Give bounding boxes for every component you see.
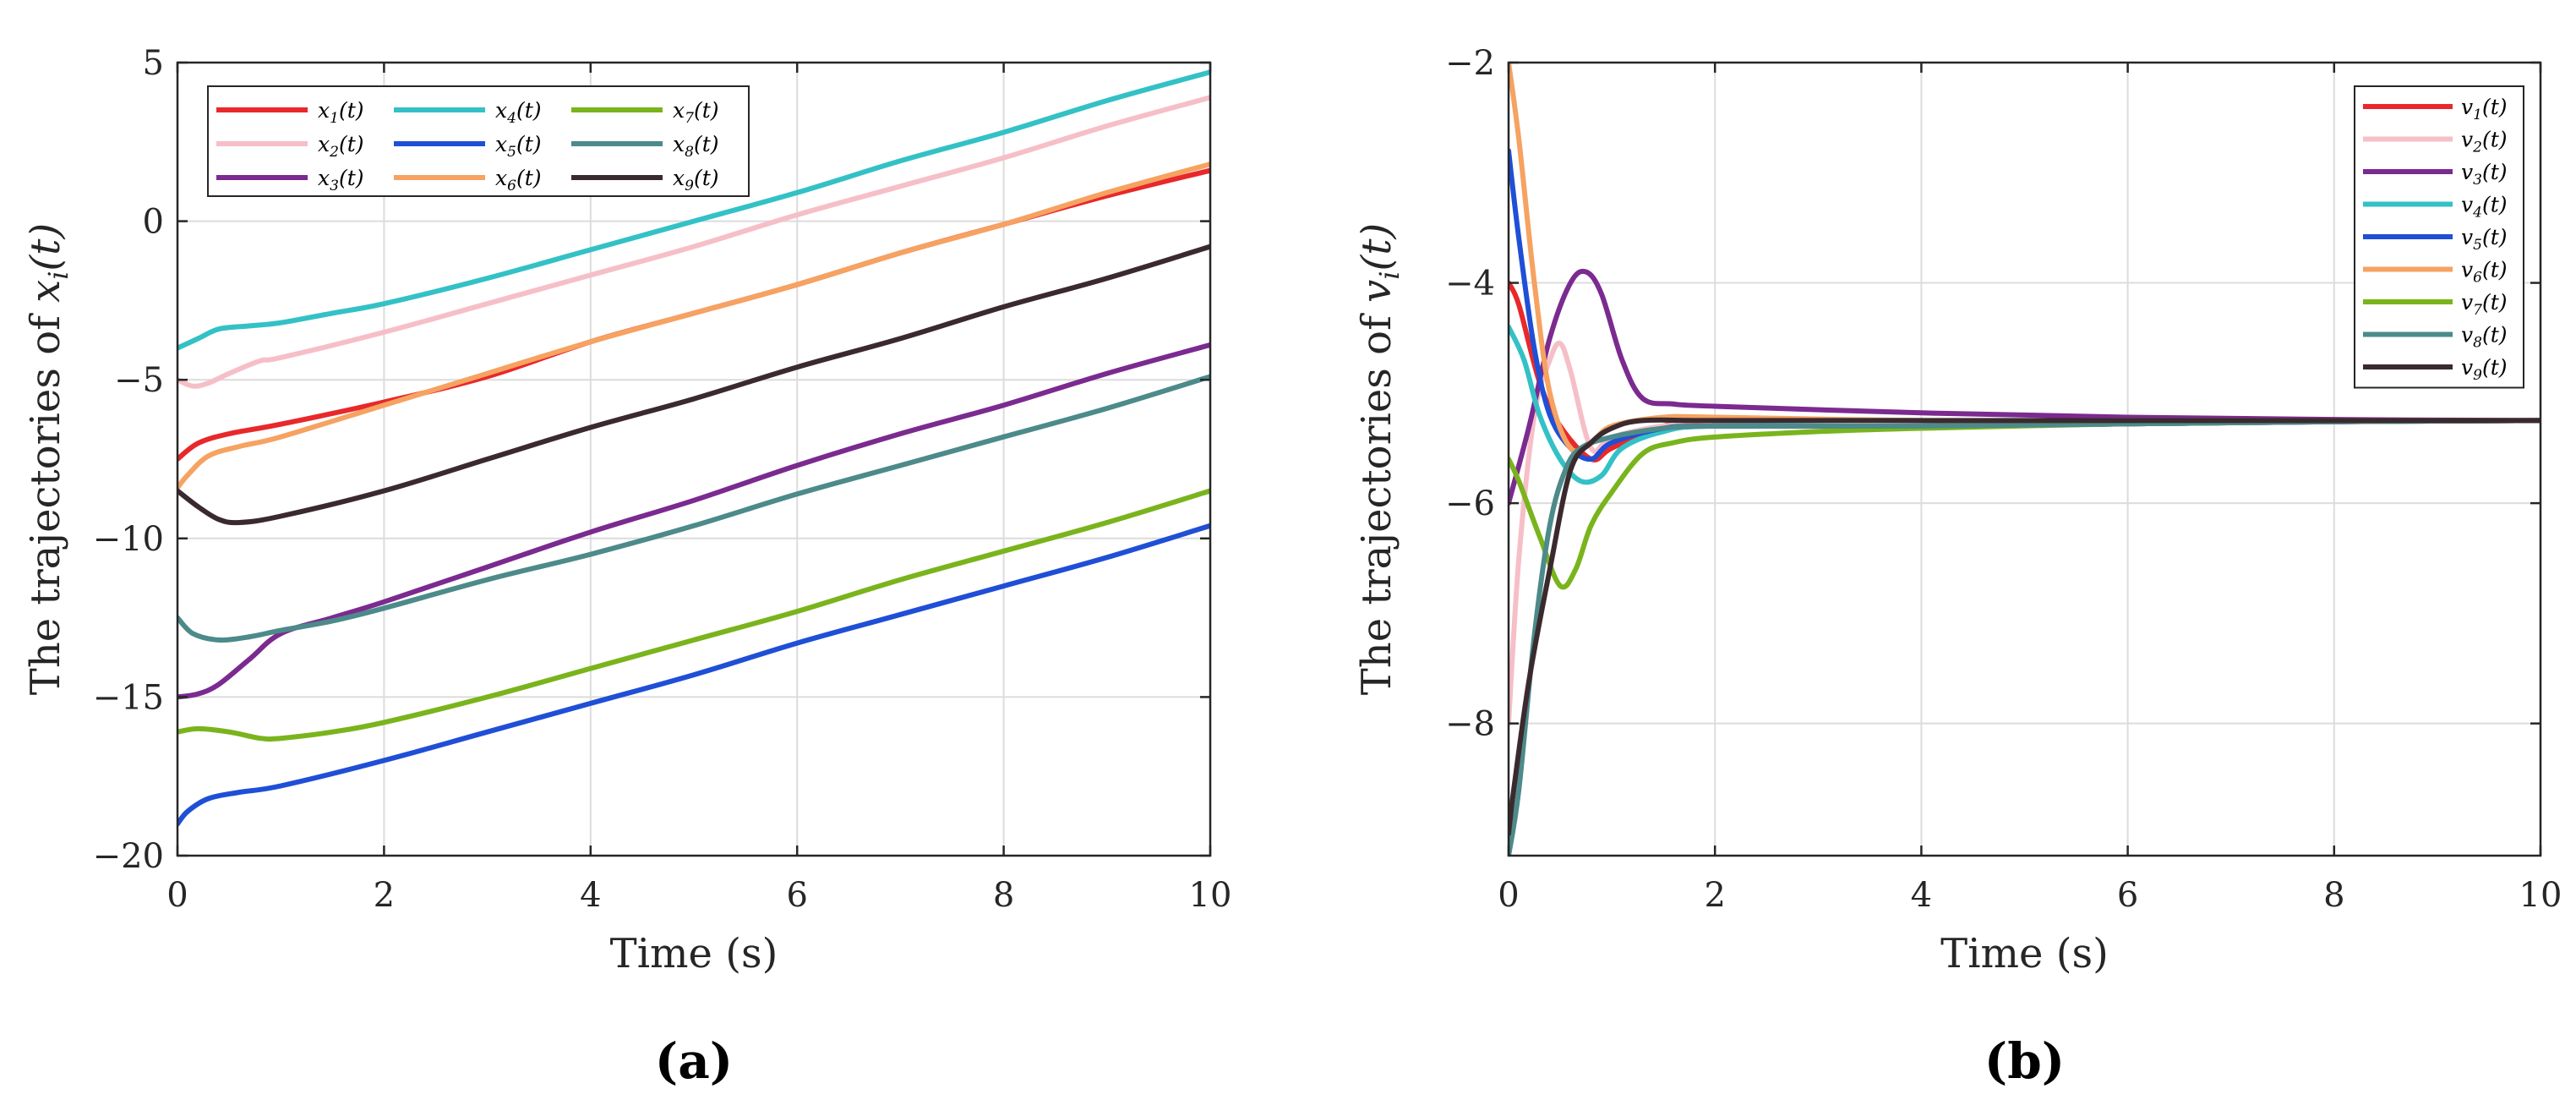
x-tick-label: 0	[166, 876, 188, 915]
x-axis-label: Time (s)	[1940, 930, 2109, 977]
legend-label-x4: x4(t)	[495, 98, 542, 127]
x-tick-label: 2	[1704, 876, 1725, 915]
legend-label-v6: v6(t)	[2461, 258, 2508, 287]
series-line-x4	[177, 69, 1210, 351]
series-line-x6	[177, 161, 1210, 490]
y-axis-label: The trajectories of xi(t)	[22, 223, 74, 695]
legend-label-x6: x6(t)	[495, 166, 542, 194]
legend-label-v3: v3(t)	[2461, 160, 2508, 189]
y-tick-label: −5	[114, 361, 164, 400]
x-tick-label: 8	[2323, 876, 2344, 915]
x-tick-label: 4	[1911, 876, 1932, 915]
series-group	[1509, 63, 2541, 856]
x-tick-label: 8	[993, 876, 1014, 915]
legend-label-x8: x8(t)	[673, 132, 719, 161]
legend-label-x1: x1(t)	[318, 98, 364, 127]
legend-label-v2: v2(t)	[2461, 128, 2508, 156]
y-axis-label-arg: (t)	[22, 223, 69, 271]
axes-frame	[176, 61, 1212, 857]
y-axis-label-sub: i	[1373, 271, 1405, 280]
x-tick-label: 2	[374, 876, 395, 915]
y-tick-label: 5	[143, 44, 164, 83]
legend-label-v4: v4(t)	[2461, 193, 2508, 222]
legend-label-x3: x3(t)	[318, 166, 364, 194]
series-line-x3	[177, 342, 1210, 700]
series-group	[177, 69, 1210, 827]
y-axis-label-text: The trajectories of	[1353, 303, 1400, 695]
legend-label-v8: v8(t)	[2461, 323, 2508, 352]
x-tick-label: 4	[580, 876, 601, 915]
legend: x1(t) x2(t) x3(t) x4(t) x5(t) x6(t) x7(t) x8(t)…	[207, 85, 750, 197]
x-tick-label: 6	[786, 876, 807, 915]
y-tick-label: −15	[93, 678, 164, 717]
x-tick-label: 6	[2117, 876, 2138, 915]
axes-frame	[1507, 61, 2542, 857]
series-line-v9	[1509, 417, 2541, 836]
y-tick-label: −10	[93, 520, 164, 559]
legend-label-v7: v7(t)	[2461, 290, 2508, 319]
legend-label-v1: v1(t)	[2461, 95, 2508, 123]
panel-label: (a)	[655, 1032, 733, 1090]
legend-label-x5: x5(t)	[495, 132, 542, 161]
y-axis-label-var: v	[1353, 280, 1400, 303]
chart-panel-a: 0 2 4 6 8 10 −20 −15 −10 −5 0 5 Time (s) The trajecto…	[22, 44, 1231, 1090]
legend-label-v9: v9(t)	[2461, 355, 2508, 384]
y-axis-label-arg: (t)	[1353, 223, 1400, 271]
legend-label-v5: v5(t)	[2461, 225, 2508, 254]
y-tick-label: −8	[1445, 705, 1495, 744]
y-tick-label: −4	[1445, 265, 1495, 304]
legend: v1(t) v2(t) v3(t) v4(t) v5(t) v6(t) v7(t) v8(t)…	[2354, 85, 2524, 389]
x-tick-label: 0	[1498, 876, 1519, 915]
x-axis-label: Time (s)	[610, 930, 778, 977]
y-axis-label: The trajectories of vi(t)	[1353, 223, 1405, 695]
y-tick-label: −2	[1445, 44, 1495, 83]
panel-label: (b)	[1984, 1032, 2065, 1090]
chart-panel-b: 0 2 4 6 8 10 −8 −6 −4 −2 Time (s) The trajectories …	[1353, 44, 2562, 1090]
x-tick-label: 10	[1189, 876, 1232, 915]
legend-label-x2: x2(t)	[318, 132, 364, 161]
y-tick-label: 0	[143, 203, 164, 242]
y-tick-label: −6	[1445, 484, 1495, 523]
y-axis-label-sub: i	[42, 271, 74, 280]
series-line-x9	[177, 244, 1210, 526]
series-line-x2	[177, 95, 1210, 389]
y-axis-label-var: x	[22, 280, 69, 303]
y-tick-label: −20	[93, 837, 164, 876]
series-line-x8	[177, 374, 1210, 643]
legend-label-x7: x7(t)	[673, 98, 719, 127]
series-line-x5	[177, 523, 1210, 827]
x-tick-label: 10	[2519, 876, 2562, 915]
legend-label-x9: x9(t)	[673, 166, 719, 194]
y-axis-label-text: The trajectories of	[22, 303, 69, 695]
series-line-x7	[177, 488, 1210, 742]
